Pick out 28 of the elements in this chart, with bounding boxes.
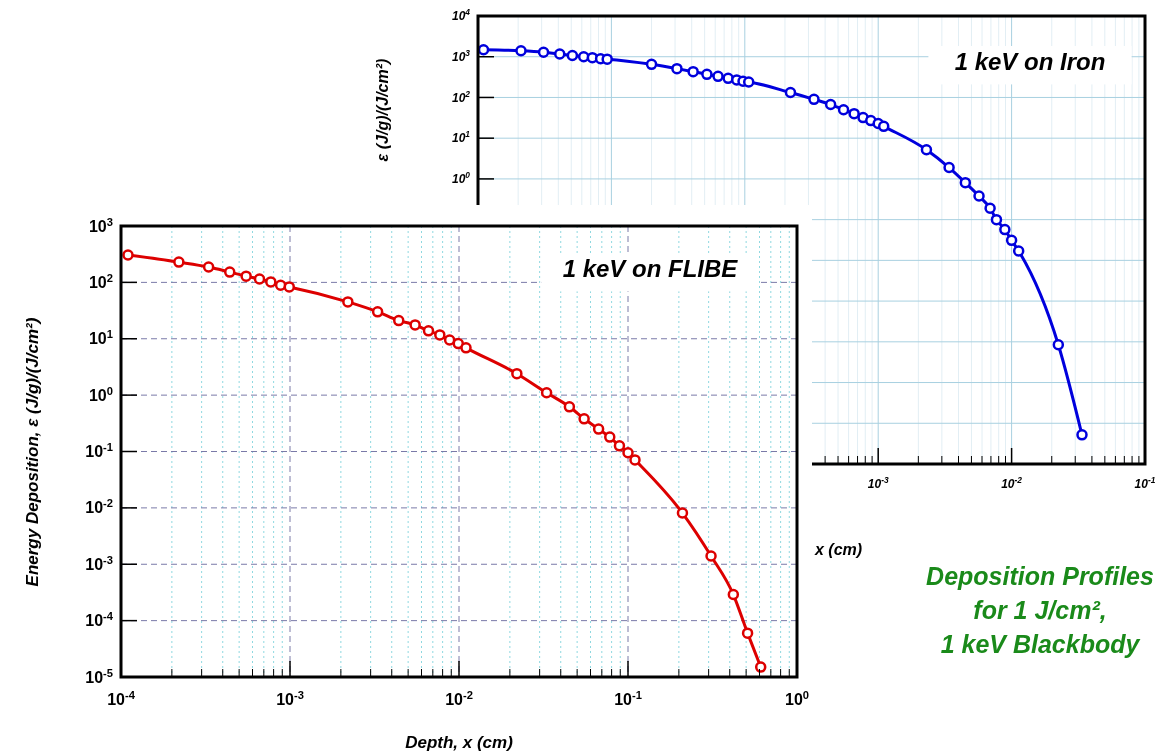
- x-tick-label: 10$^{-4}$: [107, 689, 136, 708]
- x-tick-label: 10$^{-2}$: [1001, 475, 1023, 491]
- y-tick-label: 10$^{-2}$: [85, 497, 113, 517]
- y-tick-label: 10$^{0}$: [451, 170, 471, 187]
- annotation: 1 keV on FLIBE: [562, 255, 739, 282]
- x-tick-label: 10$^{-1}$: [1134, 475, 1156, 491]
- y-axis-title: Energy Deposition, ε (J/g)/(J/cm²): [23, 317, 42, 587]
- y-tick-label: 10$^{-5}$: [85, 666, 113, 686]
- x-tick-label: 10$^{-3}$: [276, 689, 304, 708]
- y-tick-label: 10$^{3}$: [451, 47, 471, 64]
- x-tick-label: 10$^{-3}$: [867, 475, 889, 491]
- x-tick-label: 10$^{-1}$: [614, 689, 642, 708]
- annotation: 1 keV on Iron: [954, 48, 1106, 75]
- y-tick-label: 10$^{-4}$: [85, 610, 114, 630]
- y-tick-label: 10$^{-1}$: [85, 441, 113, 461]
- y-tick-label: 10$^{4}$: [451, 7, 471, 24]
- y-tick-label: 10$^{1}$: [88, 328, 113, 348]
- y-tick-label: 10$^{0}$: [88, 384, 113, 404]
- y-tick-label: 10$^{-3}$: [85, 553, 113, 573]
- text: Deposition Profiles for 1 J/cm², 1 keV Blackbody: [926, 562, 1154, 658]
- y-tick-label: 10$^{2}$: [88, 271, 113, 291]
- y-tick-label: 10$^{2}$: [451, 88, 471, 105]
- y-axis-title: ε (J/g)/(J/cm²): [374, 58, 391, 162]
- x-axis-title: x (cm): [814, 541, 863, 558]
- x-tick-label: 10$^{0}$: [784, 689, 810, 708]
- x-axis-title: Depth, x (cm): [405, 733, 514, 752]
- y-tick-label: 10$^{1}$: [451, 129, 471, 146]
- y-tick-label: 10$^{3}$: [88, 215, 113, 235]
